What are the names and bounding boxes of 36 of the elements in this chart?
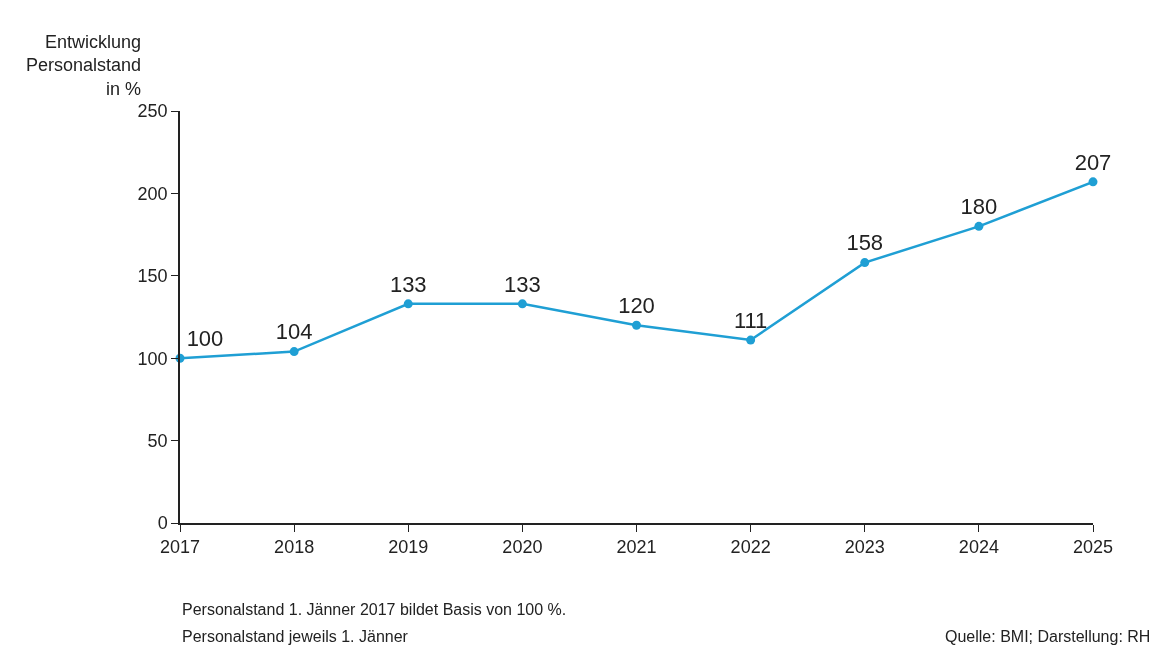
source-note: Quelle: BMI; Darstellung: RH — [945, 628, 1151, 645]
point — [1088, 177, 1098, 187]
x-tick-label: 2021 — [616, 537, 657, 558]
y-axis-title: Entwicklung Personalstand in % — [26, 32, 142, 99]
y-tick-label: 200 — [137, 183, 168, 204]
data-label: 158 — [846, 230, 884, 256]
y-tick-label: 100 — [137, 348, 168, 369]
y-tick-label: 50 — [147, 430, 168, 451]
text: Personalstand 1. Jänner 2017 bildet Basis von 100 %. — [182, 601, 567, 618]
point — [746, 335, 756, 345]
x-tick-label: 2025 — [1072, 537, 1114, 558]
x-tick-label: 2019 — [388, 537, 429, 558]
point — [403, 299, 413, 309]
point — [289, 347, 299, 357]
point — [632, 320, 641, 330]
text: Personalstand jeweils 1. Jänner — [182, 628, 409, 645]
x-tick-label: 2020 — [502, 537, 543, 558]
point — [974, 221, 984, 231]
data-label: 133 — [389, 271, 427, 297]
data-label: 120 — [618, 293, 655, 319]
y-tick-label: 150 — [137, 266, 168, 287]
y-tick-label: 0 — [157, 513, 168, 534]
x-tick-label: 2017 — [159, 537, 201, 558]
point — [517, 299, 527, 309]
x-tick-label: 2023 — [844, 537, 885, 558]
x-tick-label: 2022 — [730, 537, 771, 558]
x-tick-label: 2024 — [958, 537, 999, 558]
y-tick-label: 250 — [137, 101, 168, 122]
data-label: 133 — [504, 271, 541, 297]
x-tick-label: 2018 — [274, 537, 315, 558]
data-label: 104 — [275, 319, 313, 345]
data-label: 100 — [186, 326, 224, 352]
point — [860, 258, 870, 268]
data-label: 111 — [733, 307, 768, 333]
data-label: 207 — [1074, 149, 1112, 175]
data-label: 180 — [960, 194, 998, 220]
